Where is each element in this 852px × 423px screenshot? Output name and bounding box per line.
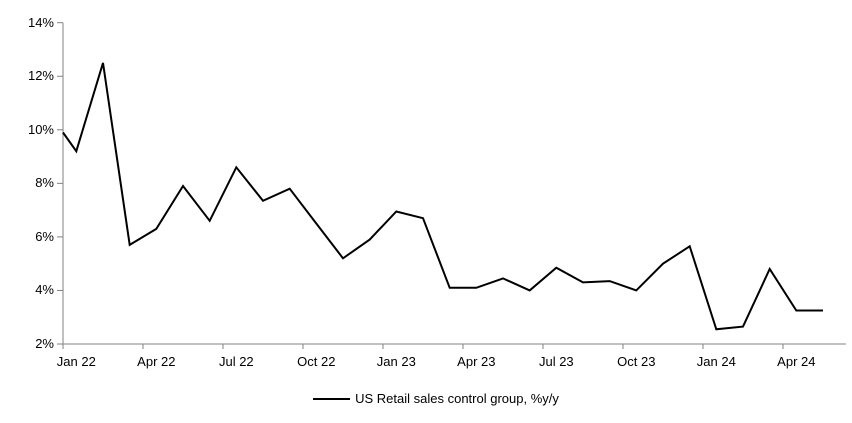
x-axis-tick-label: Oct 22: [297, 354, 336, 369]
y-axis-tick-label: 2%: [35, 336, 54, 351]
x-axis-tick-label: Jul 23: [538, 354, 574, 369]
y-axis-tick-label: 12%: [27, 68, 54, 84]
legend: US Retail sales control group, %y/y: [10, 390, 852, 407]
x-axis-tick-label: Jan 22: [56, 354, 96, 369]
x-axis-tick-label: Jul 22: [218, 354, 254, 369]
x-axis-tick-label: Jan 23: [376, 354, 416, 369]
y-axis-tick-label: 10%: [27, 121, 54, 137]
legend-label: US Retail sales control group, %y/y: [355, 391, 559, 406]
x-axis-tick-label: Apr 23: [457, 354, 496, 369]
y-axis-tick-label: 14%: [27, 14, 54, 30]
y-axis-tick-label: 6%: [35, 228, 54, 244]
x-axis-tick-label: Oct 23: [617, 354, 656, 369]
x-axis-tick-label: Apr 24: [777, 354, 816, 369]
y-axis-tick-label: 8%: [35, 175, 54, 191]
legend-line-sample: [313, 397, 351, 400]
y-axis-tick-label: 4%: [35, 282, 54, 298]
x-axis-tick-label: Jan 24: [696, 354, 736, 369]
retail-sales-series-line: [62, 62, 823, 331]
x-axis-tick-label: Apr 22: [137, 354, 176, 369]
